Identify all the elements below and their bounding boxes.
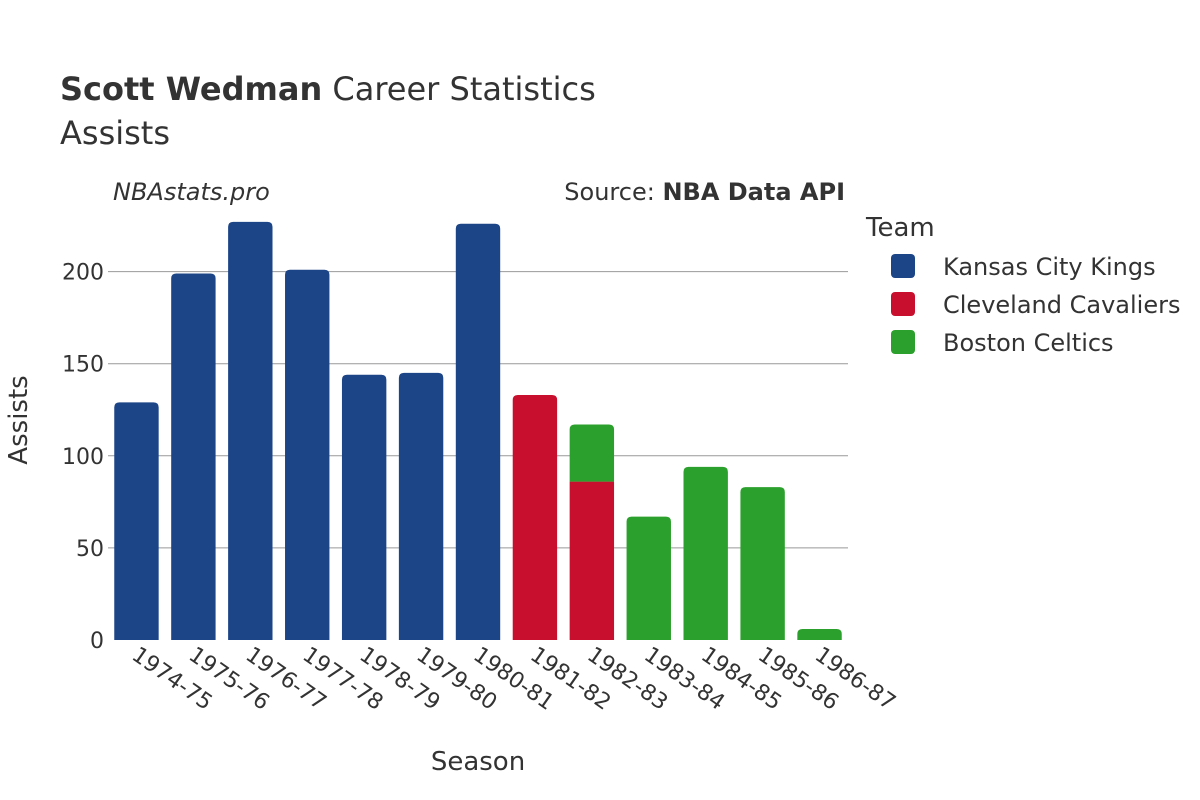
y-tick-label: 50 [76, 537, 104, 562]
source-name: NBA Data API [662, 178, 845, 206]
y-tick-label: 200 [62, 261, 104, 286]
y-axis-ticks: 0 50 100 150 200 [62, 261, 104, 654]
watermark: NBAstats.pro [113, 178, 270, 206]
y-tick-label: 0 [90, 629, 104, 654]
bar-kansas-city-kings-1974-75 [114, 402, 159, 640]
y-axis-title: Assists [4, 375, 34, 464]
legend-title: Team [865, 213, 935, 243]
bar-boston-celtics-1986-87 [797, 628, 842, 640]
bar-cleveland-cavaliers-1982-83 [569, 481, 615, 640]
bar-kansas-city-kings-1978-79 [341, 374, 387, 640]
chart-title: Scott Wedman Career Statistics [60, 70, 596, 108]
bar-kansas-city-kings-1980-81 [455, 223, 501, 640]
bar-boston-celtics-1984-85 [683, 466, 728, 640]
legend-label: Kansas City Kings [943, 253, 1156, 281]
y-tick-label: 100 [62, 445, 104, 470]
legend: Team Kansas City Kings Cleveland Cavalier… [865, 213, 1180, 357]
y-tick-label: 150 [62, 353, 104, 378]
chart-subtitle: Assists [60, 114, 170, 152]
source-prefix: Source: [564, 178, 662, 206]
legend-swatch [891, 330, 915, 354]
legend-label: Boston Celtics [943, 329, 1114, 357]
bar-boston-celtics-1982-83 [569, 424, 615, 482]
source-credit: Source: NBA Data API [564, 178, 845, 206]
bar-boston-celtics-1985-86 [740, 487, 785, 640]
title-rest: Career Statistics [322, 70, 596, 108]
bar-kansas-city-kings-1977-78 [285, 269, 330, 640]
legend-items: Kansas City Kings Cleveland Cavaliers Bost… [891, 253, 1180, 357]
bars [114, 221, 842, 640]
x-axis-title: Season [431, 747, 525, 777]
bar-boston-celtics-1983-84 [626, 516, 671, 640]
legend-swatch [891, 254, 915, 278]
x-axis-ticks: 1974-751975-761976-771977-781978-791979-… [127, 642, 900, 715]
bar-kansas-city-kings-1976-77 [228, 221, 273, 640]
player-name: Scott Wedman [60, 70, 322, 108]
bar-cleveland-cavaliers-1981-82 [512, 395, 558, 640]
legend-label: Cleveland Cavaliers [943, 291, 1180, 319]
bar-kansas-city-kings-1975-76 [171, 273, 216, 640]
legend-swatch [891, 292, 915, 316]
bar-kansas-city-kings-1979-80 [398, 372, 444, 640]
